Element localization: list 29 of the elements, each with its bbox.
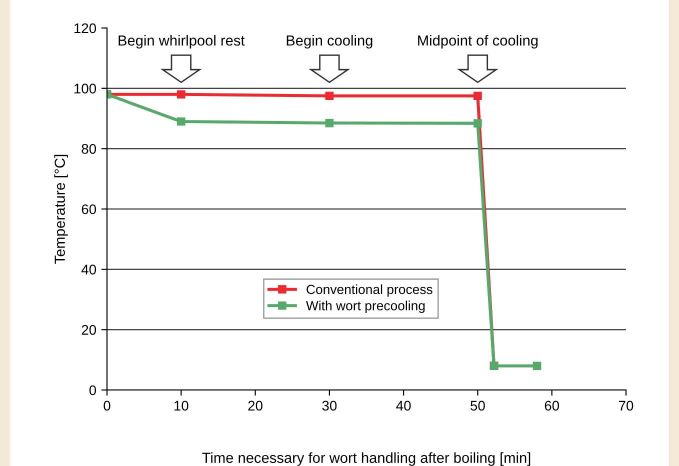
y-tick-label: 0	[89, 385, 96, 396]
point	[474, 92, 482, 100]
point	[325, 118, 334, 128]
annotation: Begin cooling	[286, 34, 372, 49]
x-tick-label: 20	[248, 400, 262, 411]
y-axis-title: Temperature [°C]	[54, 154, 68, 264]
annotation: Midpoint of cooling	[418, 34, 538, 49]
annotation: Begin whirlpool rest	[118, 34, 245, 49]
y-tick-label: 40	[81, 264, 96, 275]
x-axis-title: Time necessary for wort handling after boiling [min]	[202, 452, 530, 466]
point	[474, 119, 482, 128]
x-tick-label: 60	[544, 400, 560, 411]
point	[532, 362, 542, 370]
y-tick-label: 120	[74, 23, 96, 34]
legend-label: Conventional process	[306, 284, 432, 297]
x-tick-label: 10	[174, 400, 188, 411]
x-tick-label: 30	[322, 400, 337, 411]
y-tick-label: 100	[74, 84, 96, 94]
point	[176, 117, 186, 126]
y-tick-label: 80	[82, 144, 96, 154]
x-tick-label: 50	[470, 400, 485, 411]
x-tick-label: 70	[618, 400, 634, 411]
point	[176, 90, 186, 99]
y-tick-label: 20	[82, 325, 96, 335]
y-tick-label: 60	[82, 204, 96, 214]
legend-label: With wort precooling	[306, 300, 425, 313]
point	[325, 92, 334, 100]
x-tick-label: 0	[104, 400, 110, 411]
x-tick-label: 40	[396, 400, 411, 411]
